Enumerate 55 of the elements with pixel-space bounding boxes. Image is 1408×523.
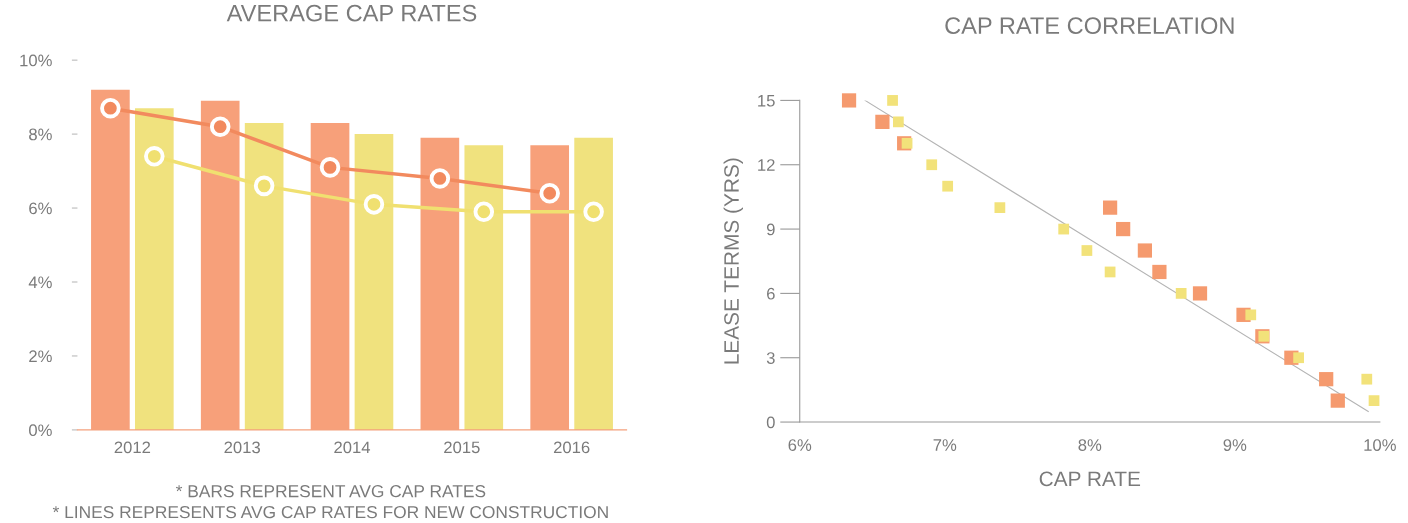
x-tick-label: 6% xyxy=(788,439,812,451)
x-tick-label: 8% xyxy=(1078,439,1102,451)
y-tick-label: 10% xyxy=(20,54,52,67)
y-tick-label: 6% xyxy=(29,202,52,215)
bar xyxy=(574,137,613,430)
point xyxy=(901,137,913,149)
x-tick-label: 2016 xyxy=(553,441,590,454)
x-tick-label: 9% xyxy=(1223,439,1247,451)
point xyxy=(1330,393,1345,408)
y-tick-label: 15 xyxy=(758,94,775,107)
point xyxy=(1102,200,1118,215)
y-tick-label: 9 xyxy=(766,223,775,236)
y-tick-label: 0 xyxy=(766,416,775,429)
y-tick-label: 6 xyxy=(767,287,775,300)
x-tick-label: 2015 xyxy=(444,441,480,454)
point xyxy=(926,159,938,171)
point xyxy=(1245,309,1257,321)
x-tick-label: 2012 xyxy=(114,441,151,454)
point xyxy=(887,95,898,106)
x-axis-title: CAP RATE xyxy=(1039,471,1141,487)
bar xyxy=(464,145,504,430)
y-axis-title: LEASE TERMS (YRS) xyxy=(723,158,743,364)
x-tick-label: 10% xyxy=(1364,439,1396,451)
point xyxy=(994,202,1006,214)
point xyxy=(1192,286,1208,301)
point xyxy=(1319,372,1334,387)
y-tick-label: 8% xyxy=(29,128,52,141)
x-tick-label: 2014 xyxy=(334,441,371,454)
point xyxy=(1116,221,1131,237)
x-tick-label: 2013 xyxy=(224,441,260,454)
text: * LINES REPRESENTS AVG CAP RATES FOR NEW CONSTRUCTION xyxy=(52,505,608,519)
point xyxy=(1368,395,1380,406)
chart-title: AVERAGE CAP RATES xyxy=(226,4,477,22)
point xyxy=(875,114,890,129)
bar xyxy=(134,108,174,430)
x-tick-label: 7% xyxy=(933,439,957,451)
point xyxy=(1152,264,1167,280)
point xyxy=(1058,223,1070,235)
bar xyxy=(354,134,394,430)
y-tick-label: 4% xyxy=(28,276,52,289)
text: * BARS REPRESENT AVG CAP RATES xyxy=(175,485,486,498)
y-tick-label: 0% xyxy=(29,424,52,437)
point xyxy=(1361,373,1373,385)
point xyxy=(1293,352,1305,364)
point xyxy=(892,116,904,128)
y-tick-label: 2% xyxy=(29,350,52,363)
chart-title: CAP RATE CORRELATION xyxy=(945,17,1234,34)
point xyxy=(841,93,857,108)
point xyxy=(1137,243,1153,258)
point xyxy=(1081,245,1093,256)
y-tick-label: 3 xyxy=(766,352,775,364)
y-tick-label: 12 xyxy=(758,159,775,171)
point xyxy=(942,180,954,192)
bar xyxy=(244,123,284,430)
point xyxy=(1175,288,1187,299)
